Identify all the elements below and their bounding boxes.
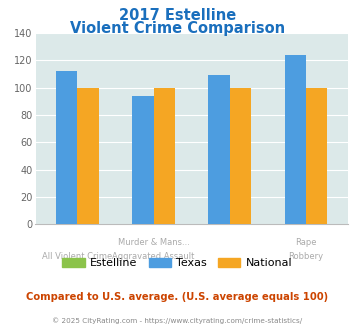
Text: © 2025 CityRating.com - https://www.cityrating.com/crime-statistics/: © 2025 CityRating.com - https://www.city… (53, 317, 302, 324)
Bar (285, 55, 306, 224)
Text: Violent Crime Comparison: Violent Crime Comparison (70, 21, 285, 36)
Text: All Violent Crime: All Violent Crime (42, 252, 113, 261)
Text: Murder & Mans...: Murder & Mans... (118, 238, 190, 247)
Text: Aggravated Assault: Aggravated Assault (113, 252, 195, 261)
Bar (132, 96, 154, 224)
Text: 2017 Estelline: 2017 Estelline (119, 8, 236, 23)
Text: Compared to U.S. average. (U.S. average equals 100): Compared to U.S. average. (U.S. average … (26, 292, 329, 302)
Bar (306, 88, 327, 224)
Bar (230, 88, 251, 224)
Bar (208, 75, 230, 224)
Text: Robbery: Robbery (288, 252, 323, 261)
Bar (154, 88, 175, 224)
Bar (77, 88, 99, 224)
Text: Rape: Rape (295, 238, 317, 247)
Bar (56, 71, 77, 224)
Legend: Estelline, Texas, National: Estelline, Texas, National (58, 253, 297, 273)
